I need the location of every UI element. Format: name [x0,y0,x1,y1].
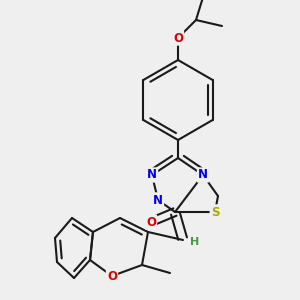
Text: O: O [173,32,183,44]
Text: N: N [147,169,157,182]
Text: N: N [198,169,208,182]
Text: O: O [146,215,156,229]
Text: N: N [153,194,163,206]
Text: H: H [190,237,200,247]
Text: S: S [211,206,219,218]
Text: O: O [107,269,117,283]
